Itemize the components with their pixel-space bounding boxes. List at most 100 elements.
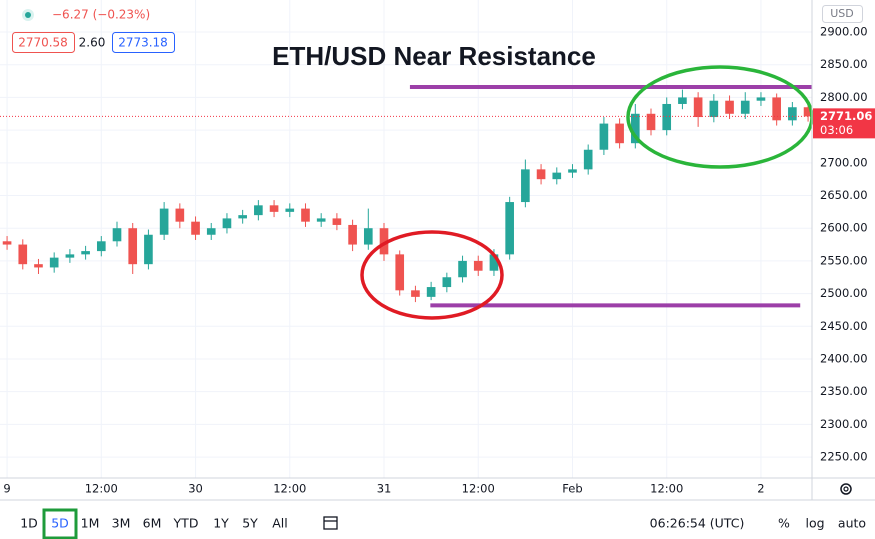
candle-body xyxy=(222,218,232,229)
candle-body xyxy=(379,228,389,255)
y-tick-label: 2300.00 xyxy=(820,417,868,431)
price-tag-box xyxy=(813,108,875,139)
candle-body xyxy=(552,172,562,180)
y-tick-label: 2400.00 xyxy=(820,351,868,365)
range-button[interactable]: 3M xyxy=(112,516,131,531)
candle-body xyxy=(128,228,138,265)
candle-body xyxy=(411,290,420,297)
candle-body xyxy=(630,113,640,144)
candle-body xyxy=(489,254,499,271)
candle-body xyxy=(34,264,43,268)
candle-body xyxy=(568,169,577,173)
candle-body xyxy=(2,241,12,245)
chart-title: ETH/USD Near Resistance xyxy=(272,41,596,71)
toolbar: 1D 5D 1M 3M 6M YTD 1Y 5Y All% log auto xyxy=(20,508,866,539)
date-range-icon[interactable] xyxy=(323,516,338,530)
settings-icon[interactable] xyxy=(840,483,852,495)
candle-body xyxy=(81,251,90,255)
candle-body xyxy=(144,234,153,265)
candle-body xyxy=(301,208,310,222)
candle-body xyxy=(285,208,295,212)
range-button[interactable]: 1D xyxy=(20,516,38,531)
candle-body xyxy=(159,208,169,235)
plot xyxy=(0,84,813,308)
candle-body xyxy=(662,103,672,131)
y-tick-label: 2450.00 xyxy=(820,319,868,333)
x-tick-label: 12:00 xyxy=(650,482,683,496)
settings-icon[interactable] xyxy=(840,483,852,495)
currency[interactable]: USD xyxy=(830,7,854,20)
candle-body xyxy=(206,228,216,235)
ask: 2773.18 xyxy=(118,36,168,50)
candle-body xyxy=(646,113,656,131)
candle-body xyxy=(65,254,75,258)
ask-box xyxy=(112,32,175,53)
candle-body xyxy=(756,97,766,101)
y-tick-label: 2800.00 xyxy=(820,90,868,104)
candle-body xyxy=(254,205,263,216)
candle-body xyxy=(725,100,734,114)
price-tag-value: 2771.06 xyxy=(820,109,872,123)
y-tick-label: 2500.00 xyxy=(820,286,868,300)
y-tick-label: 2250.00 xyxy=(820,450,868,464)
x-tick-label: 30 xyxy=(188,482,203,496)
x-tick-label: 12:00 xyxy=(462,482,495,496)
candle-body xyxy=(473,260,483,271)
change: −6.27 (−0.23%) xyxy=(52,8,150,22)
candle-body xyxy=(175,208,185,222)
bid-box xyxy=(12,32,75,53)
range-button[interactable]: 1Y xyxy=(213,516,229,531)
candle-body xyxy=(363,228,373,245)
y-tick-label: 2650.00 xyxy=(820,188,868,202)
range-button[interactable]: 1M xyxy=(81,516,100,531)
x-tick-label: 31 xyxy=(377,482,392,496)
y-tick-label: 2600.00 xyxy=(820,221,868,235)
candle-body xyxy=(788,107,797,121)
active-range-box[interactable] xyxy=(42,508,78,539)
candle-body xyxy=(18,244,28,265)
candle-body xyxy=(49,257,59,268)
candle-body xyxy=(426,287,436,297)
candle-body xyxy=(536,169,546,180)
scale-option[interactable]: auto xyxy=(838,516,866,531)
candle-body xyxy=(442,277,452,288)
grid xyxy=(0,0,812,478)
spread: 2.60 xyxy=(79,36,106,50)
price-tag-countdown: 03:06 xyxy=(820,123,853,137)
candle-body xyxy=(709,100,719,118)
axes: 2250.00 2300.00 2350.00 2400.00 2450.00 2500.… xyxy=(3,25,867,496)
range-button[interactable]: 6M xyxy=(143,516,162,531)
candle-body xyxy=(348,224,357,245)
candle-body xyxy=(191,221,200,235)
candle-body xyxy=(772,97,781,121)
candle-body xyxy=(803,107,813,117)
range-button[interactable]: 5D xyxy=(51,516,69,531)
settings-icon[interactable] xyxy=(843,486,849,492)
scale-option[interactable]: % xyxy=(778,516,790,531)
range-button[interactable]: 5Y xyxy=(242,516,258,531)
candle-body xyxy=(332,218,342,225)
x-tick-label: Feb xyxy=(562,482,582,496)
candle-body xyxy=(96,241,106,252)
x-tick-label: 9 xyxy=(3,482,10,496)
bid: 2770.58 xyxy=(18,36,68,50)
scale-option[interactable]: log xyxy=(805,516,824,531)
y-tick-label: 2700.00 xyxy=(820,155,868,169)
candle-body xyxy=(583,149,593,170)
candle-body xyxy=(316,218,326,222)
y-tick-label: 2850.00 xyxy=(820,57,868,71)
date-range-icon[interactable] xyxy=(323,516,338,530)
currency-box[interactable] xyxy=(822,5,863,23)
y-tick-label: 2550.00 xyxy=(820,253,868,267)
candle-body xyxy=(678,97,687,104)
range-button[interactable]: YTD xyxy=(173,516,199,531)
range-button[interactable]: All xyxy=(272,516,288,531)
candle-body xyxy=(458,260,467,278)
candle-body xyxy=(521,169,530,203)
x-tick-label: 12:00 xyxy=(273,482,306,496)
highlight-ellipse xyxy=(360,230,504,320)
candle-body xyxy=(599,123,609,150)
